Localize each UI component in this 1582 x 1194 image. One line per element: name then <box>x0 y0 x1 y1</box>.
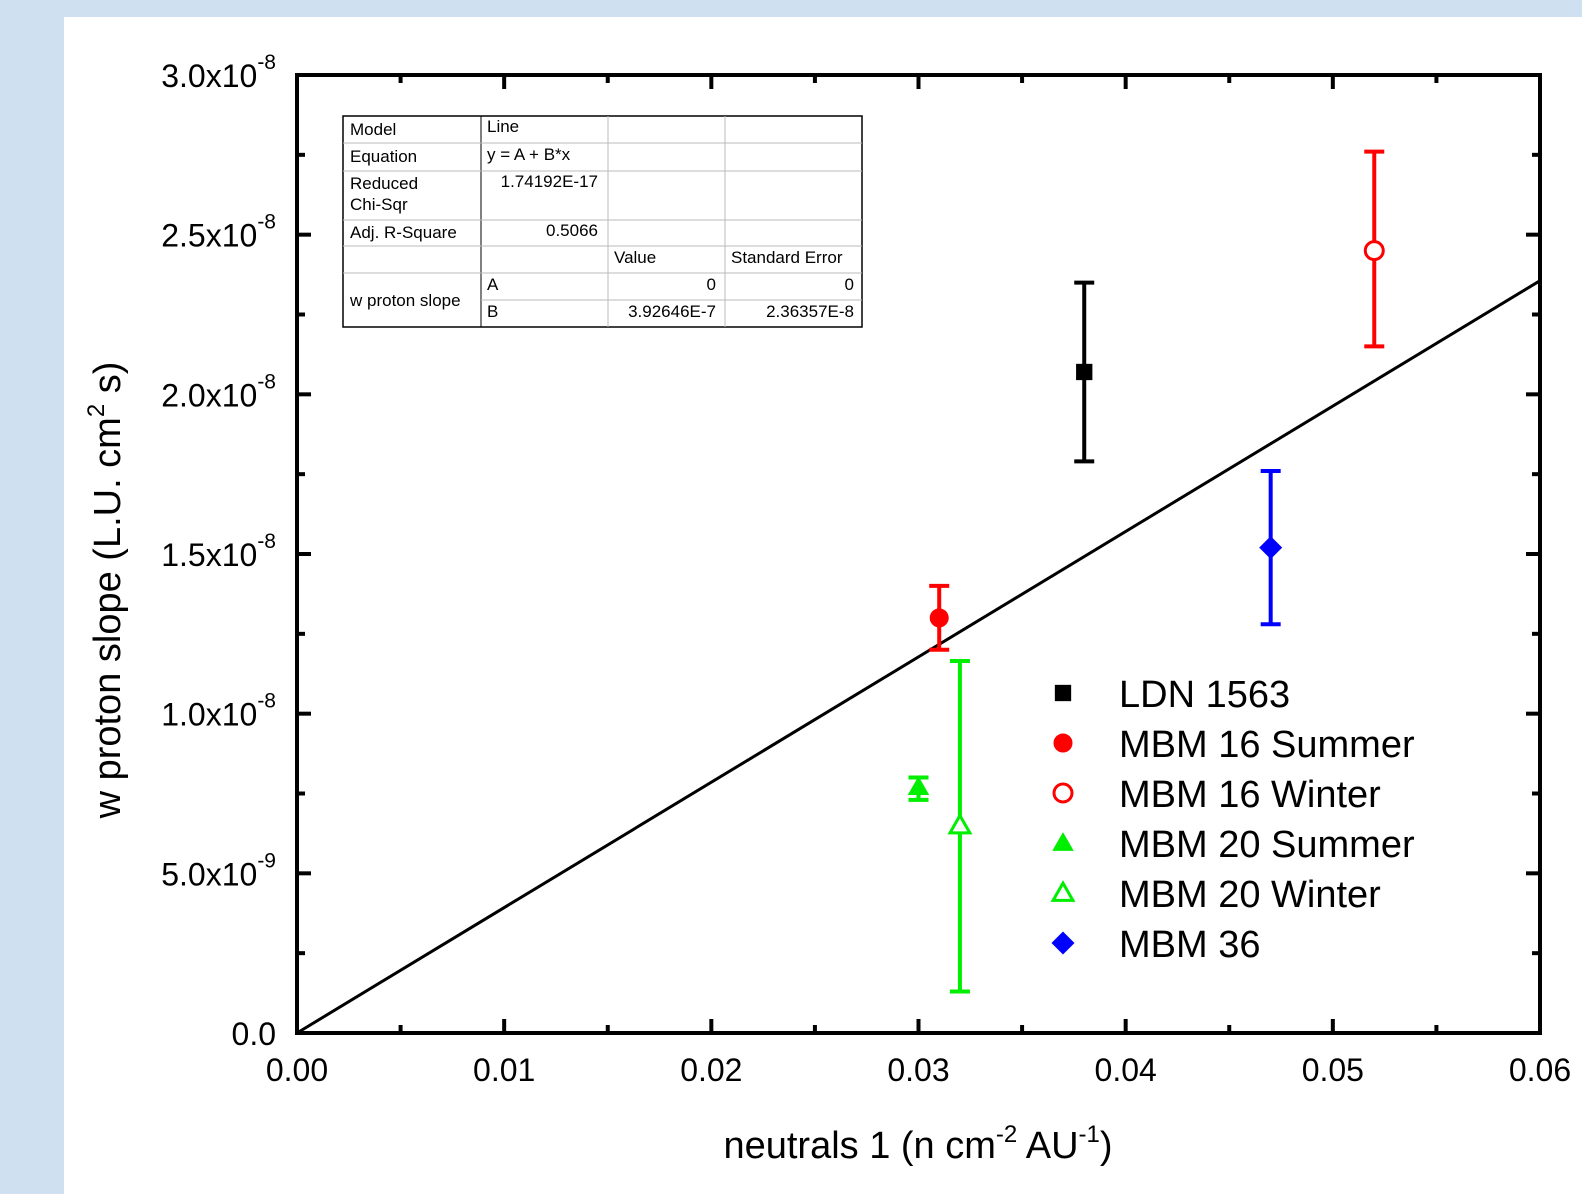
data-point-3 <box>907 776 930 796</box>
x-tick-label: 0.02 <box>680 1052 742 1088</box>
table-cell-chisqr-label-1: Reduced <box>350 174 418 193</box>
table-cell-param-label: w proton slope <box>349 291 461 310</box>
table-cell-chisqr-label-2: Chi-Sqr <box>350 195 408 214</box>
legend-label-3: MBM 20 Summer <box>1119 824 1415 866</box>
x-tick-label: 0.00 <box>266 1052 328 1088</box>
table-cell-param-b: B <box>487 302 498 321</box>
legend-marker-4 <box>1050 880 1076 902</box>
data-point-5 <box>1259 536 1283 560</box>
table-cell-b-stderr: 2.36357E-8 <box>766 302 854 321</box>
y-tick-label: 3.0x10-8 <box>161 51 276 94</box>
legend-label-1: MBM 16 Summer <box>1119 724 1415 766</box>
y-tick-label: 1.5x10-8 <box>161 530 276 573</box>
fit-table-border <box>342 115 863 328</box>
table-cell-stderr-header: Standard Error <box>731 248 843 267</box>
y-tick-label: 5.0x10-9 <box>161 849 276 892</box>
fit-line <box>296 279 1541 1035</box>
y-axis-title: w proton slope (L.U. cm2 s) <box>83 362 129 820</box>
legend-marker-2 <box>1052 782 1074 804</box>
x-tick-label: 0.05 <box>1302 1052 1364 1088</box>
x-tick-label: 0.04 <box>1095 1052 1157 1088</box>
legend-marker-3 <box>1052 832 1074 851</box>
table-cell-equation-value: y = A + B*x <box>487 145 571 164</box>
legend-marker-1 <box>1053 733 1073 753</box>
table-cell-a-value: 0 <box>707 275 716 294</box>
table-cell-a-stderr: 0 <box>845 275 854 294</box>
data-point-2 <box>1363 240 1385 262</box>
y-tick-label: 0.0 <box>232 1016 276 1052</box>
y-tick-label: 2.5x10-8 <box>161 211 276 254</box>
table-cell-r2-value: 0.5066 <box>546 221 598 240</box>
data-point-4 <box>947 812 973 835</box>
x-tick-label: 0.03 <box>887 1052 949 1088</box>
y-tick-label: 2.0x10-8 <box>161 370 276 413</box>
x-tick-label: 0.06 <box>1509 1052 1571 1088</box>
legend-label-0: LDN 1563 <box>1119 674 1290 716</box>
table-cell-model-value: Line <box>487 117 519 136</box>
table-cell-r2-label: Adj. R-Square <box>350 223 457 242</box>
y-tick-label: 1.0x10-8 <box>161 690 276 733</box>
data-point-1 <box>929 608 949 628</box>
table-cell-value-header: Value <box>614 248 656 267</box>
legend-marker-5 <box>1051 931 1075 955</box>
table-cell-chisqr-value: 1.74192E-17 <box>501 172 598 191</box>
legend-label-5: MBM 36 <box>1119 924 1260 966</box>
x-tick-label: 0.01 <box>473 1052 535 1088</box>
table-cell-b-value: 3.92646E-7 <box>628 302 716 321</box>
table-cell-equation-label: Equation <box>350 147 417 166</box>
legend-label-4: MBM 20 Winter <box>1119 874 1381 916</box>
table-cell-model-label: Model <box>350 120 396 139</box>
data-point-0 <box>1076 363 1093 381</box>
legend-label-2: MBM 16 Winter <box>1119 774 1381 816</box>
x-axis-title: neutrals 1 (n cm-2 AU-1) <box>723 1121 1112 1167</box>
legend-marker-0 <box>1054 684 1072 702</box>
table-cell-param-a: A <box>487 275 499 294</box>
fit-table: Model Line Equation y = A + B*x Reduced Chi-S… <box>342 115 863 328</box>
